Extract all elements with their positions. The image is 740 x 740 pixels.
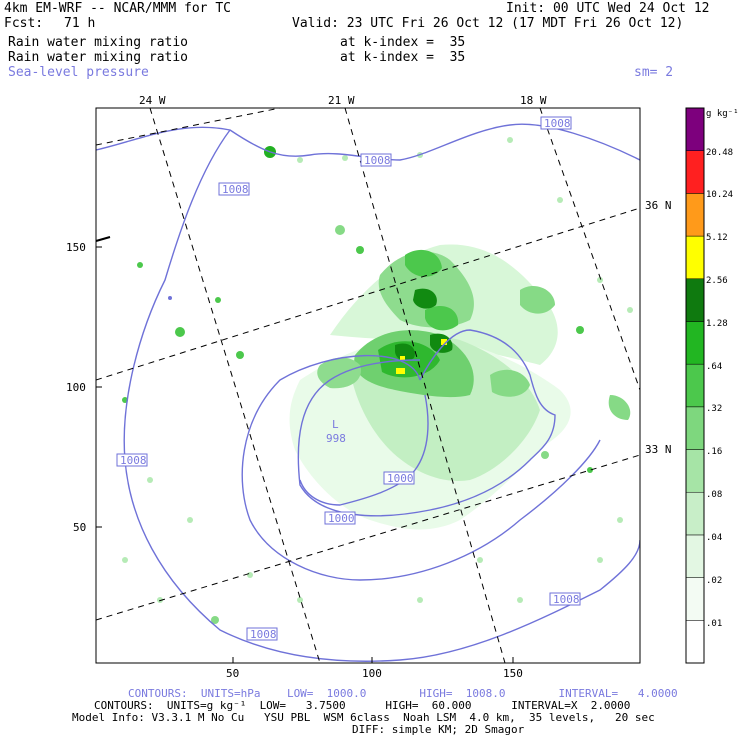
y-tick-label: 100: [66, 381, 86, 394]
pressure-contour-info: CONTOURS: UNITS=hPa LOW= 1000.0 HIGH= 10…: [128, 687, 678, 700]
smoothing-label: sm= 2: [634, 65, 674, 80]
x-tick-label: 100: [362, 667, 382, 680]
colorbar-block: [685, 491, 705, 536]
colorbar-level: .04: [706, 533, 723, 543]
colorbar-level: .01: [706, 619, 723, 629]
field2-level: at k-index = 35: [340, 50, 466, 65]
lon-label: 21 W: [328, 94, 355, 107]
colorbar-level: 2.56: [706, 276, 728, 286]
isobar-label: 1008: [364, 154, 391, 167]
y-tick-label: 150: [66, 241, 86, 254]
colorbar-units: g kg⁻¹: [706, 109, 739, 119]
colorbar-level: .32: [706, 404, 723, 414]
model-info: Model Info: V3.3.1 M No Cu YSU PBL WSM 6…: [72, 711, 655, 724]
colorbar-block: [685, 406, 705, 450]
colorbar-level: .16: [706, 447, 723, 457]
low-marker: L: [332, 418, 339, 431]
colorbar-block: [685, 534, 705, 578]
colorbar-level: 5.12: [706, 233, 728, 243]
lat-label: 33 N: [645, 443, 672, 456]
colorbar-level: .02: [706, 576, 723, 586]
colorbar-block: [685, 449, 705, 493]
colorbar-block: [685, 577, 705, 621]
isobar-label-boxes: [116, 116, 581, 641]
colorbar-level: 20.48: [706, 148, 734, 158]
isobars: [96, 123, 640, 662]
graticule: [96, 108, 640, 663]
isobar-label: 1000: [387, 472, 414, 485]
isobar-label: 1008: [222, 183, 249, 196]
colorbar-block: [685, 620, 705, 664]
init-time: Init: 00 UTC Wed 24 Oct 12: [506, 1, 710, 16]
field1-name: Rain water mixing ratio: [8, 35, 189, 50]
valid-time: Valid: 23 UTC Fri 26 Oct 12 (17 MDT Fri …: [292, 16, 684, 31]
rain-contour-info: CONTOURS: UNITS=g kg⁻¹ LOW= 3.7500 HIGH=…: [94, 699, 631, 712]
isobar-label: 1008: [553, 593, 580, 606]
colorbar-level: 10.24: [706, 190, 734, 200]
map-frame: [95, 107, 641, 664]
rain-shading: [122, 137, 633, 624]
lon-label: 18 W: [520, 94, 547, 107]
low-pressure-value: 998: [326, 432, 346, 445]
isobar-label: 1008: [544, 117, 571, 130]
field1-level: at k-index = 35: [340, 35, 466, 50]
colorbar-block: [685, 107, 705, 151]
diffusion-info: DIFF: simple KM; 2D Smagor: [352, 723, 525, 736]
colorbar-block: [685, 150, 705, 194]
colorbar: [685, 107, 705, 664]
colorbar-block: [685, 363, 705, 408]
colorbar-block: [685, 193, 705, 237]
colorbar-level: .08: [706, 490, 723, 500]
isobar-label: 1000: [328, 512, 355, 525]
colorbar-block: [685, 278, 705, 322]
field2-name: Rain water mixing ratio: [8, 50, 189, 65]
lat-label: 36 N: [645, 199, 672, 212]
x-tick-label: 50: [226, 667, 240, 680]
fcst-label: Fcst:: [4, 16, 44, 31]
x-tick-label: 150: [503, 667, 523, 680]
model-title: 4km EM-WRF -- NCAR/MMM for TC: [4, 1, 231, 16]
isobar-label: 1008: [120, 454, 147, 467]
fcst-value: 71 h: [64, 16, 96, 31]
axis-ticks: [96, 246, 514, 663]
y-tick-label: 50: [73, 521, 87, 534]
colorbar-block: [685, 235, 705, 280]
colorbar-block: [685, 321, 705, 365]
field3-name: Sea-level pressure: [8, 65, 149, 80]
colorbar-level: .64: [706, 362, 723, 372]
colorbar-level: 1.28: [706, 319, 728, 329]
lon-label: 24 W: [139, 94, 166, 107]
isobar-label: 1008: [250, 628, 277, 641]
